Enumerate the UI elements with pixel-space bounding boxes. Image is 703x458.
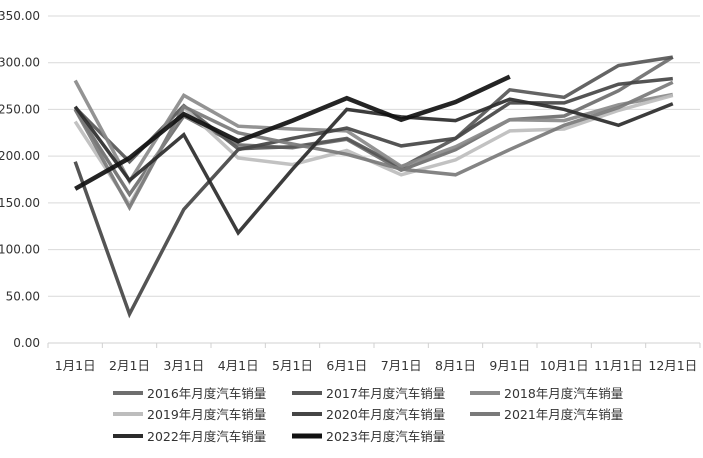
y-tick-label: 150.00 [0,196,40,210]
y-tick-label: 300.00 [0,56,40,70]
legend-label: 2023年月度汽车销量 [326,429,445,444]
legend: 2016年月度汽车销量 2017年月度汽车销量 2018年月度汽车销量 2019年月度… [113,386,623,444]
legend-label: 2019年月度汽车销量 [147,407,266,422]
series-lines [73,55,674,319]
y-axis: 0.00 50.00 100.00 150.00 200.00 250.00 300.00 3… [0,9,40,350]
series-line-2022 [73,97,674,236]
legend-label: 2020年月度汽车销量 [326,407,445,422]
y-tick-label: 250.00 [0,102,40,116]
x-axis: 1月1日 2月1日 3月1日 4月1日 5月1日 6月1日 7月1日 8月1日 9月1日 10月1… [47,342,701,373]
legend-label: 2022年月度汽车销量 [147,429,266,444]
legend-label: 2017年月度汽车销量 [326,386,445,401]
x-tick-label: 12月1日 [648,358,697,373]
x-tick-label: 3月1日 [163,358,204,373]
legend-label: 2018年月度汽车销量 [504,386,623,401]
legend-item: 2019年月度汽车销量 [113,407,266,422]
x-tick-label: 7月1日 [381,358,422,373]
x-tick-label: 11月1日 [594,358,643,373]
legend-item: 2017年月度汽车销量 [292,386,445,401]
x-tick-label: 6月1日 [326,358,367,373]
legend-item: 2018年月度汽车销量 [470,386,623,401]
y-tick-label: 0.00 [13,336,40,350]
x-tick-label: 4月1日 [218,358,259,373]
legend-label: 2016年月度汽车销量 [147,386,266,401]
legend-item: 2016年月度汽车销量 [113,386,266,401]
x-tick-label: 1月1日 [55,358,96,373]
series-line-2023 [74,74,511,191]
y-tick-label: 200.00 [0,149,40,163]
legend-item: 2020年月度汽车销量 [292,407,445,422]
legend-label: 2021年月度汽车销量 [504,407,623,422]
x-tick-label: 10月1日 [540,358,589,373]
y-tick-label: 100.00 [0,243,40,257]
x-tick-label: 5月1日 [272,358,313,373]
legend-item: 2022年月度汽车销量 [113,429,266,444]
legend-item: 2023年月度汽车销量 [292,429,445,444]
x-tick-label: 9月1日 [489,358,530,373]
series-line-2020 [73,76,673,319]
x-tick-label: 2月1日 [109,358,150,373]
x-tick-label: 8月1日 [435,358,476,373]
y-tick-label: 50.00 [6,289,40,303]
series-line-2017 [73,55,674,170]
series-line-2021 [73,80,674,212]
legend-item: 2021年月度汽车销量 [470,407,623,422]
series-line-2018 [73,79,674,185]
y-tick-label: 350.00 [0,9,40,23]
